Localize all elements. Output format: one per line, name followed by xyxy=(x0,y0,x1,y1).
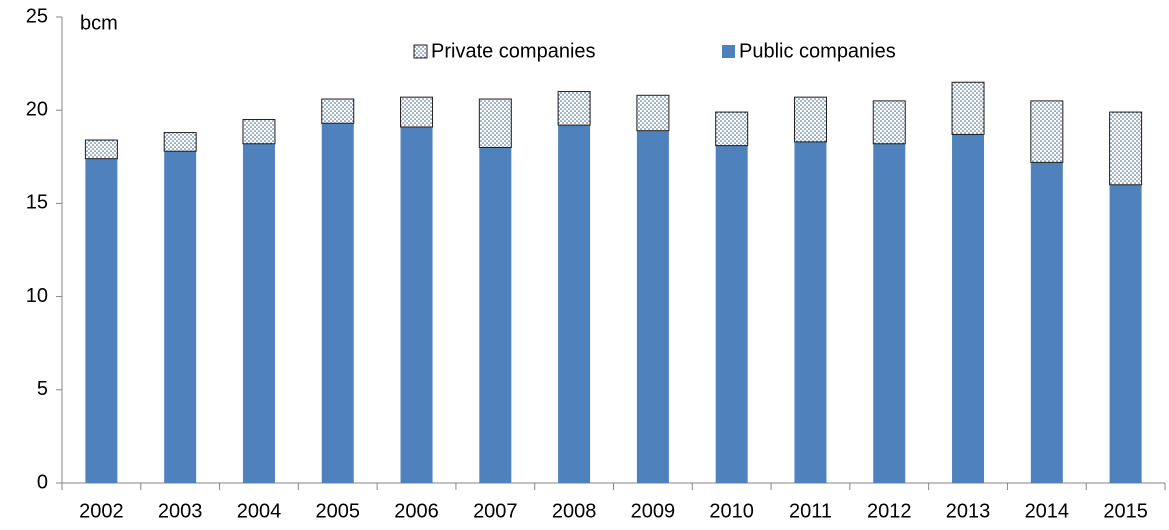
bar-segment xyxy=(85,158,118,483)
bar-segment xyxy=(479,147,512,484)
bar-segment xyxy=(793,96,827,143)
bar-segment xyxy=(951,81,985,135)
x-tick-label: 2014 xyxy=(1025,500,1070,522)
bar-segment xyxy=(321,123,354,484)
bar-segment xyxy=(242,143,275,483)
bar-segment xyxy=(952,134,985,483)
bar-segment xyxy=(478,98,512,148)
y-tick-label: 5 xyxy=(37,378,48,400)
x-tick-label: 2011 xyxy=(789,500,832,522)
y-tick-label: 25 xyxy=(26,5,48,27)
x-tick-label: 2006 xyxy=(394,500,439,522)
bar-segment xyxy=(1109,111,1143,186)
bar-segment xyxy=(163,132,197,152)
bar-segment xyxy=(873,143,906,483)
bar-segment xyxy=(794,141,827,483)
y-tick-label: 0 xyxy=(37,471,48,493)
legend-label: Public companies xyxy=(739,40,896,62)
x-tick-label: 2012 xyxy=(867,500,912,522)
y-tick-label: 15 xyxy=(26,192,48,214)
bar-segment xyxy=(400,126,433,483)
bar-segment xyxy=(715,111,749,147)
bar-segment xyxy=(1030,100,1064,163)
bar-segment xyxy=(1030,162,1063,483)
x-tick-label: 2002 xyxy=(79,500,124,522)
x-tick-label: 2007 xyxy=(473,500,518,522)
bar-segment xyxy=(636,130,669,484)
x-tick-label: 2004 xyxy=(237,500,282,522)
x-tick-label: 2010 xyxy=(709,500,754,522)
x-tick-label: 2003 xyxy=(158,500,203,522)
bar-segment xyxy=(715,145,748,483)
bar-segment xyxy=(242,119,276,145)
x-tick-label: 2009 xyxy=(631,500,676,522)
bar-segment xyxy=(1109,184,1142,483)
bar-segment xyxy=(164,151,197,483)
x-tick-label: 2015 xyxy=(1103,500,1148,522)
x-tick-label: 2013 xyxy=(946,500,991,522)
bar-segment xyxy=(84,139,118,160)
y-axis-label: bcm xyxy=(80,12,118,34)
x-tick-label: 2008 xyxy=(552,500,597,522)
y-tick-label: 10 xyxy=(26,285,48,307)
bar-segment xyxy=(321,98,355,124)
x-tick-label: 2005 xyxy=(316,500,361,522)
legend-swatch xyxy=(413,44,428,59)
legend-swatch xyxy=(722,45,735,58)
bar-segment xyxy=(636,94,670,132)
bar-segment xyxy=(872,100,906,145)
bar-segment xyxy=(557,91,591,126)
bar-segment xyxy=(400,96,434,128)
y-tick-label: 20 xyxy=(26,98,48,120)
bar-segment xyxy=(558,125,591,483)
legend-label: Private companies xyxy=(431,40,596,62)
